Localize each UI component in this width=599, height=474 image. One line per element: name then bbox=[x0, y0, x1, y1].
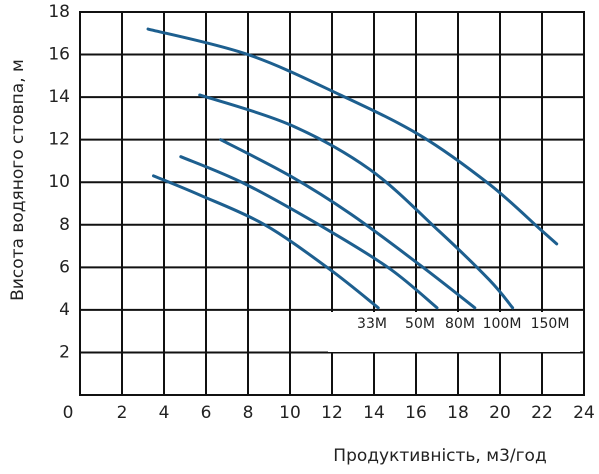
x-tick-label: 4 bbox=[159, 403, 170, 423]
x-tick-label: 24 bbox=[573, 403, 595, 423]
legend-label: 50M bbox=[405, 316, 435, 332]
y-tick-label: 18 bbox=[48, 2, 70, 22]
series-line bbox=[152, 174, 380, 310]
x-tick-label: 6 bbox=[201, 403, 212, 423]
x-tick-label: 18 bbox=[447, 403, 469, 423]
x-tick-label: 12 bbox=[321, 403, 343, 423]
y-tick-label: 10 bbox=[48, 172, 70, 192]
x-tick-label: 2 bbox=[117, 403, 128, 423]
x-tick-label: 22 bbox=[531, 403, 553, 423]
legend-box bbox=[328, 312, 580, 352]
y-axis-title: Висота водяного стовпа, м bbox=[8, 59, 28, 301]
y-tick-label: 4 bbox=[59, 300, 70, 320]
y-tick-label: 12 bbox=[48, 130, 70, 150]
series-line bbox=[146, 27, 559, 246]
x-tick-label: 10 bbox=[279, 403, 301, 423]
series-line bbox=[179, 155, 439, 310]
y-tick-label: 2 bbox=[59, 342, 70, 362]
x-tick-label: 20 bbox=[489, 403, 511, 423]
y-tick-label: 8 bbox=[59, 215, 70, 235]
x-axis-title: Продуктивність, м3/год bbox=[333, 446, 546, 466]
y-tick-label: 14 bbox=[48, 87, 70, 107]
x-tick-label: 8 bbox=[243, 403, 254, 423]
legend-label: 80M bbox=[445, 316, 475, 332]
legend-label: 150M bbox=[531, 316, 570, 332]
series-line bbox=[198, 93, 515, 310]
legend-label: 33M bbox=[357, 316, 387, 332]
x-tick-label: 14 bbox=[363, 403, 385, 423]
legend-label: 100M bbox=[483, 316, 522, 332]
y-tick-label: 6 bbox=[59, 257, 70, 277]
x-tick-label: 0 bbox=[63, 403, 74, 423]
series-line bbox=[219, 138, 477, 310]
x-tick-label: 16 bbox=[405, 403, 427, 423]
y-tick-label: 16 bbox=[48, 45, 70, 65]
